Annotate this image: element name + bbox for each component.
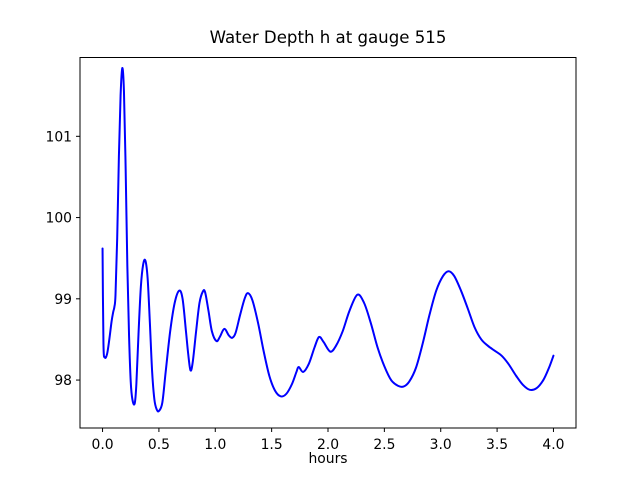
x-axis-tick-label: 2.0 bbox=[317, 437, 339, 453]
x-axis-label: hours bbox=[308, 451, 348, 467]
x-axis-tick-label: 1.5 bbox=[261, 437, 283, 453]
data-line bbox=[101, 67, 555, 413]
y-axis-tick-label: 101 bbox=[45, 129, 72, 145]
x-axis-tick-label: 4.0 bbox=[542, 437, 564, 453]
y-axis-tick-label: 100 bbox=[45, 211, 72, 227]
x-axis-tick-label: 0.5 bbox=[148, 437, 170, 453]
y-axis-tick-label: 98 bbox=[54, 373, 72, 389]
plot-border bbox=[79, 57, 577, 429]
y-axis-tick-label: 99 bbox=[54, 292, 72, 308]
x-axis-tick-label: 2.5 bbox=[373, 437, 395, 453]
x-axis-tick-label: 1.0 bbox=[204, 437, 226, 453]
chart-title: Water Depth h at gauge 515 bbox=[209, 28, 447, 47]
x-axis-tick-label: 3.0 bbox=[430, 437, 452, 453]
x-axis-tick-label: 0.0 bbox=[91, 437, 113, 453]
x-axis-tick-label: 3.5 bbox=[486, 437, 508, 453]
